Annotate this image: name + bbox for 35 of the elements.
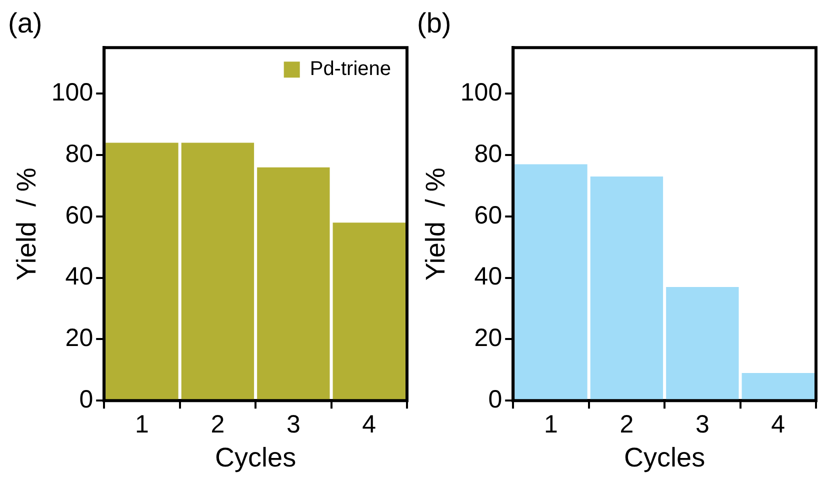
bar [666, 287, 739, 400]
x-axis-title: Cycles [624, 442, 706, 472]
y-tick-label: 60 [65, 201, 94, 230]
y-tick-label: 0 [79, 385, 94, 414]
y-tick-label: 80 [474, 140, 502, 168]
x-tick-label: 1 [544, 410, 558, 438]
x-tick-label: 1 [135, 410, 149, 438]
bar [332, 222, 406, 400]
chart-title: (a) [8, 8, 42, 39]
bar [590, 176, 664, 400]
bar [106, 142, 178, 400]
y-axis-title: Yield / % [420, 168, 451, 281]
y-axis-title: Yield / % [12, 168, 42, 281]
x-tick-label: 2 [620, 410, 634, 438]
bar [514, 164, 588, 400]
y-tick-label: 40 [474, 262, 502, 291]
bar [181, 142, 254, 400]
y-tick-label: 20 [474, 324, 502, 352]
x-tick-label: 4 [771, 410, 786, 438]
y-tick-label: 100 [460, 78, 502, 107]
legend-label: Pd-triene [310, 58, 392, 80]
y-tick-label: 40 [65, 262, 94, 291]
y-tick-label: 60 [474, 201, 502, 230]
x-tick-label: 4 [362, 410, 376, 438]
y-tick-label: 80 [65, 140, 94, 168]
x-axis-title: Cycles [215, 442, 296, 472]
chart-title: (b) [417, 8, 452, 39]
y-tick-label: 20 [65, 324, 94, 352]
x-tick-label: 3 [286, 410, 300, 438]
x-tick-label: 2 [210, 410, 225, 438]
y-tick-label: 100 [51, 78, 94, 107]
x-tick-label: 3 [695, 410, 710, 438]
y-tick-label: 0 [488, 385, 502, 414]
bar [257, 167, 330, 400]
bar [742, 372, 814, 400]
